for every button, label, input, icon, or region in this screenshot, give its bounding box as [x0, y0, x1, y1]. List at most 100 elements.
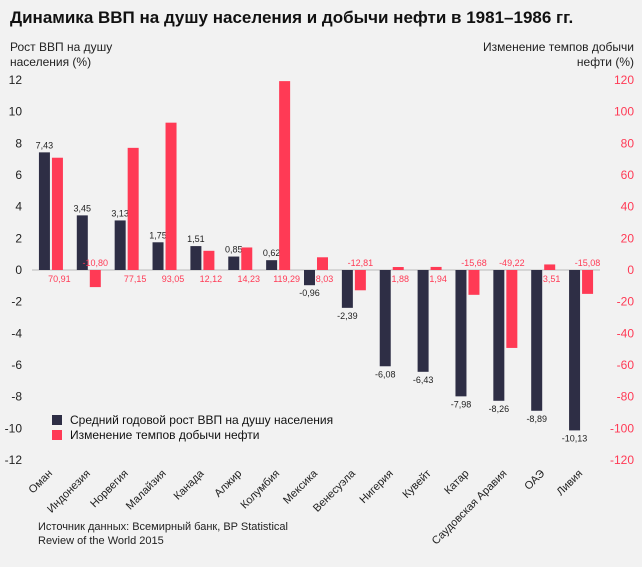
oil-bar — [317, 257, 328, 270]
oil-value-label: 77,15 — [124, 274, 147, 284]
gdp-value-label: 3,45 — [74, 203, 92, 213]
gdp-bar — [304, 270, 315, 286]
category-label: Канада — [172, 467, 207, 502]
oil-bar — [279, 81, 291, 270]
right-axis-tick-label: 60 — [621, 168, 635, 182]
category-label: Алжир — [212, 468, 244, 500]
gdp-bar — [569, 270, 581, 431]
gdp-value-label: 0,62 — [263, 248, 281, 258]
gdp-bar — [228, 256, 240, 270]
gdp-bar — [493, 270, 505, 401]
left-axis-tick-label: 0 — [15, 263, 22, 277]
left-axis-tick-label: 6 — [15, 168, 22, 182]
legend-gdp-label: Средний годовой рост ВВП на душу населен… — [70, 413, 333, 427]
right-axis-tick-label: 20 — [621, 231, 635, 245]
legend-oil-label: Изменение темпов добычи нефти — [70, 428, 259, 442]
right-axis-tick-label: -60 — [617, 358, 635, 372]
oil-value-label: 14,23 — [238, 274, 261, 284]
right-axis-tick-label: -100 — [610, 421, 634, 435]
category-label: Мексика — [281, 467, 321, 507]
left-axis-tick-label: -4 — [11, 326, 22, 340]
left-axis-tick-label: -8 — [11, 390, 22, 404]
gdp-value-label: 3,13 — [111, 208, 129, 218]
left-axis-tick-label: 12 — [9, 73, 23, 87]
gdp-bar — [190, 246, 202, 270]
gdp-value-label: -6,43 — [413, 375, 434, 385]
oil-value-label: 119,29 — [273, 274, 300, 284]
gdp-value-label: 0,85 — [225, 245, 243, 255]
category-label: Нигерия — [358, 468, 396, 506]
category-label: Катар — [442, 468, 471, 497]
category-label: Колумбия — [238, 468, 282, 512]
gdp-bar — [531, 270, 543, 411]
gdp-bar — [152, 242, 164, 270]
oil-bar — [354, 270, 366, 291]
left-axis-tick-label: -12 — [5, 453, 23, 467]
right-axis-tick-label: -120 — [610, 453, 634, 467]
gdp-bar — [417, 270, 429, 372]
gdp-bar — [266, 260, 278, 270]
oil-bar — [51, 157, 63, 270]
gdp-bar — [114, 220, 126, 270]
right-axis-tick-label: 120 — [614, 73, 634, 87]
gdp-value-label: -7,98 — [451, 399, 472, 409]
gdp-bar — [76, 215, 88, 270]
oil-bar — [582, 270, 594, 294]
gdp-value-label: 1,51 — [187, 234, 205, 244]
source-note: Источник данных: Всемирный банк, BP Stat… — [38, 521, 288, 547]
oil-value-label: -15,08 — [575, 258, 601, 268]
oil-value-label: 70,91 — [48, 274, 71, 284]
oil-bar — [468, 270, 480, 295]
right-axis-tick-label: 80 — [621, 136, 635, 150]
oil-value-label: 1,94 — [429, 274, 447, 284]
oil-value-label: 93,05 — [162, 274, 185, 284]
category-label: Кувейт — [401, 468, 434, 501]
right-axis-tick-label: 40 — [621, 200, 635, 214]
category-label: Малайзия — [124, 468, 169, 513]
gdp-value-label: 7,43 — [36, 140, 54, 150]
oil-bar — [127, 147, 139, 270]
gdp-bar — [341, 270, 353, 308]
gdp-value-label: -0,96 — [299, 288, 320, 298]
gdp-bar — [379, 270, 391, 367]
right-axis-tick-label: -20 — [617, 295, 635, 309]
oil-value-label: -15,68 — [461, 258, 487, 268]
gdp-value-label: 1,75 — [149, 230, 167, 240]
oil-value-label: 1,88 — [391, 274, 409, 284]
right-axis-tick-label: 100 — [614, 105, 634, 119]
right-axis-tick-label: -40 — [617, 326, 635, 340]
oil-value-label: 8,03 — [316, 274, 334, 284]
left-axis-label: Рост ВВП на душу населения (%) — [10, 40, 113, 69]
gdp-value-label: -6,08 — [375, 369, 396, 379]
left-axis-tick-label: 10 — [9, 105, 23, 119]
oil-bar — [89, 270, 101, 288]
oil-bar — [165, 122, 177, 270]
category-label: ОАЭ — [522, 468, 547, 493]
left-axis-tick-label: -10 — [5, 421, 23, 435]
oil-value-label: -12,81 — [348, 258, 374, 268]
left-axis-tick-label: 4 — [15, 200, 22, 214]
left-axis-tick-label: 8 — [15, 136, 22, 150]
oil-bar — [430, 266, 442, 270]
category-label: Ливия — [555, 468, 586, 499]
oil-bar — [241, 247, 253, 270]
right-axis-tick-label: -80 — [617, 390, 635, 404]
gdp-value-label: -2,39 — [337, 311, 358, 321]
gdp-value-label: -10,13 — [562, 433, 588, 443]
oil-bar — [544, 264, 556, 270]
gdp-value-label: -8,89 — [526, 414, 547, 424]
gdp-value-label: -8,26 — [489, 404, 510, 414]
right-axis-label: Изменение темпов добычи нефти (%) — [483, 40, 634, 69]
gdp-bar — [455, 270, 467, 397]
gdp-bar — [38, 152, 50, 270]
oil-value-label: 12,12 — [200, 274, 223, 284]
legend-gdp-swatch — [52, 415, 62, 425]
oil-value-label: 3,51 — [543, 274, 561, 284]
oil-bar — [392, 267, 404, 270]
oil-value-label: -10,80 — [83, 258, 109, 268]
oil-value-label: -49,22 — [499, 258, 525, 268]
chart-title: Динамика ВВП на душу населения и добычи … — [10, 8, 574, 27]
left-axis-tick-label: 2 — [15, 231, 22, 245]
oil-bar — [203, 250, 215, 270]
